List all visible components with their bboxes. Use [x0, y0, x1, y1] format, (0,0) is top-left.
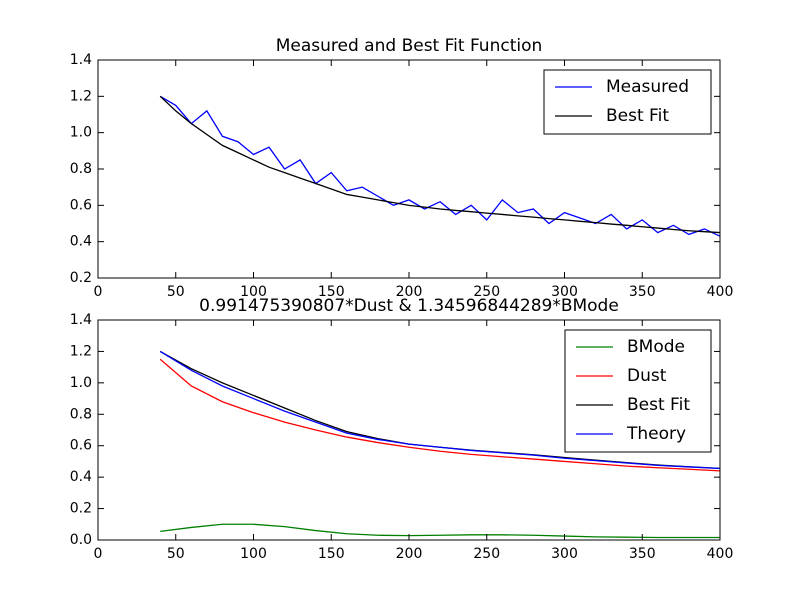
x-tick-label: 300 — [551, 546, 578, 562]
legend-label: Best Fit — [606, 106, 669, 126]
y-tick-label: 0.8 — [70, 161, 92, 177]
y-tick-label: 1.4 — [70, 52, 92, 68]
y-tick-label: 1.0 — [70, 125, 92, 141]
x-tick-label: 400 — [707, 546, 734, 562]
x-tick-label: 200 — [396, 546, 423, 562]
y-tick-label: 0.2 — [70, 501, 92, 517]
legend-label: Measured — [606, 77, 689, 97]
legend-label: Theory — [626, 424, 686, 444]
data-line — [160, 523, 720, 539]
y-tick-label: 0.6 — [70, 197, 92, 213]
y-tick-label: 0.0 — [70, 532, 92, 548]
x-tick-label: 350 — [629, 284, 656, 300]
x-tick-label: 50 — [167, 546, 185, 562]
legend-box — [543, 69, 712, 135]
y-tick-label: 0.8 — [70, 406, 92, 422]
y-tick-label: 0.4 — [70, 234, 92, 250]
data-line — [159, 95, 721, 234]
legend-label: Best Fit — [627, 395, 690, 415]
x-tick-label: 250 — [473, 284, 500, 300]
x-tick-label: 100 — [240, 546, 267, 562]
x-tick-label: 0 — [94, 546, 103, 562]
x-tick-label: 150 — [318, 284, 345, 300]
x-tick-label: 250 — [473, 546, 500, 562]
legend-label: Dust — [627, 366, 667, 386]
y-tick-label: 1.2 — [70, 343, 92, 359]
x-tick-label: 350 — [629, 546, 656, 562]
x-tick-label: 300 — [551, 284, 578, 300]
y-tick-label: 0.6 — [70, 438, 92, 454]
x-tick-label: 50 — [167, 284, 185, 300]
x-tick-label: 400 — [707, 284, 734, 300]
data-line — [159, 358, 721, 472]
y-tick-label: 1.2 — [70, 88, 92, 104]
x-tick-label: 0 — [94, 284, 103, 300]
y-tick-label: 1.4 — [70, 312, 92, 328]
chart-title: 0.991475390807*Dust & 1.34596844289*BMod… — [199, 296, 619, 316]
y-tick-label: 0.2 — [70, 270, 92, 286]
x-tick-label: 100 — [240, 284, 267, 300]
y-tick-label: 1.0 — [70, 375, 92, 391]
data-line — [159, 350, 721, 470]
legend-label: BMode — [627, 337, 685, 357]
y-tick-label: 0.4 — [70, 469, 92, 485]
data-line — [159, 95, 721, 237]
x-tick-label: 150 — [318, 546, 345, 562]
chart-title: Measured and Best Fit Function — [276, 36, 543, 56]
x-tick-label: 200 — [396, 284, 423, 300]
legend-box — [564, 329, 712, 453]
